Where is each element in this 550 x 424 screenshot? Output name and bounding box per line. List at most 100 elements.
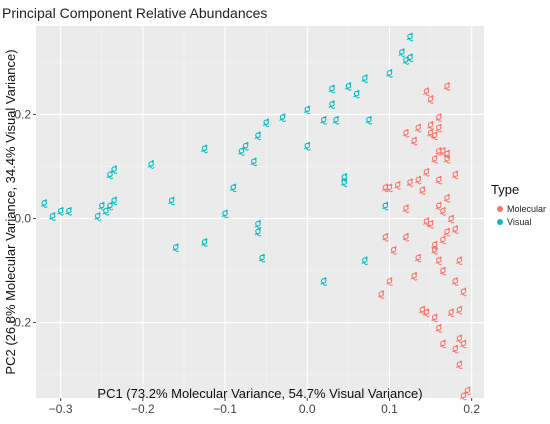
- point-visual: [147, 160, 155, 169]
- point-visual: [320, 277, 328, 286]
- point-molecular: [423, 308, 430, 318]
- x-axis-label: PC1 (73.2% Molecular Variance, 54.7% Vis…: [97, 386, 422, 401]
- point-molecular: [427, 128, 434, 138]
- point-visual: [328, 100, 336, 110]
- point-molecular: [431, 154, 439, 164]
- point-visual: [361, 74, 369, 84]
- legend-label-molecular: Molecular: [507, 204, 546, 214]
- grid: [36, 26, 484, 398]
- point-visual: [57, 206, 65, 216]
- point-molecular: [406, 178, 414, 188]
- point-visual: [344, 82, 352, 91]
- y-axis-label: PC2 (26.8% Molecular Variance, 34.4% Vis…: [3, 49, 18, 374]
- point-molecular: [414, 123, 422, 133]
- point-visual: [353, 89, 360, 99]
- point-visual: [254, 131, 262, 141]
- point-molecular: [386, 277, 393, 286]
- point-visual: [361, 256, 369, 266]
- y-axis-ticks: −0.2 0.0 0.2: [7, 107, 36, 330]
- point-visual: [332, 115, 340, 125]
- point-molecular: [414, 253, 422, 263]
- point-molecular: [427, 220, 434, 229]
- point-molecular: [394, 180, 402, 190]
- point-visual: [229, 183, 237, 193]
- y-tick-label: −0.2: [7, 316, 31, 330]
- point-molecular: [439, 206, 447, 216]
- point-visual: [221, 209, 229, 219]
- point-molecular: [435, 175, 443, 185]
- x-tick-label: 0.1: [381, 402, 398, 416]
- point-molecular: [451, 277, 459, 286]
- chart-title: Principal Component Relative Abundances: [2, 5, 267, 21]
- point-molecular: [455, 256, 463, 266]
- point-visual: [258, 253, 266, 263]
- point-visual: [365, 115, 373, 125]
- point-molecular: [460, 339, 467, 349]
- point-molecular: [431, 313, 439, 323]
- point-visual: [254, 227, 262, 237]
- point-molecular: [460, 287, 467, 297]
- point-visual: [328, 84, 336, 94]
- x-tick-label: −0.2: [131, 402, 155, 416]
- x-tick-label: 0.0: [299, 402, 316, 416]
- y-tick-label: 0.2: [14, 107, 31, 121]
- point-visual: [406, 32, 414, 42]
- point-molecular: [427, 95, 434, 104]
- point-molecular: [447, 214, 455, 224]
- point-visual: [279, 113, 287, 123]
- point-molecular: [410, 136, 418, 146]
- point-visual: [238, 147, 245, 156]
- point-visual: [94, 212, 102, 221]
- point-molecular: [402, 204, 410, 214]
- point-visual: [40, 199, 48, 208]
- point-visual: [402, 56, 410, 65]
- point-molecular: [435, 123, 443, 133]
- point-molecular: [443, 227, 451, 237]
- point-molecular: [451, 344, 459, 354]
- point-molecular: [460, 391, 467, 401]
- point-visual: [201, 238, 208, 247]
- point-molecular: [435, 113, 443, 123]
- point-molecular: [410, 272, 418, 281]
- point-molecular: [402, 233, 410, 242]
- point-molecular: [377, 290, 385, 299]
- point-molecular: [418, 186, 426, 195]
- point-visual: [65, 206, 73, 216]
- legend-title: Type: [491, 182, 519, 197]
- x-tick-label: −0.1: [213, 402, 237, 416]
- x-tick-label: −0.3: [49, 402, 73, 416]
- point-molecular: [443, 193, 451, 203]
- point-molecular: [451, 170, 459, 180]
- point-molecular: [443, 82, 451, 91]
- point-visual: [398, 48, 406, 58]
- point-molecular: [435, 324, 443, 333]
- point-visual: [106, 170, 114, 180]
- point-molecular: [381, 233, 389, 242]
- point-molecular: [423, 167, 430, 177]
- point-molecular: [443, 154, 451, 164]
- plot-panel: [36, 26, 484, 398]
- point-molecular: [423, 87, 430, 97]
- point-molecular: [414, 175, 422, 185]
- point-visual: [49, 212, 56, 221]
- point-molecular: [455, 360, 463, 370]
- point-visual: [303, 141, 311, 151]
- point-visual: [340, 178, 348, 188]
- point-visual: [320, 115, 328, 125]
- x-axis-ticks: −0.3 −0.2 −0.1 0.0 0.1 0.2: [49, 398, 480, 416]
- point-visual: [386, 69, 393, 78]
- data-points: [40, 32, 471, 401]
- legend-label-visual: Visual: [507, 217, 531, 227]
- point-molecular: [439, 339, 447, 349]
- legend: Type Molecular Visual: [491, 182, 546, 227]
- point-molecular: [435, 256, 443, 266]
- point-molecular: [431, 246, 439, 255]
- point-visual: [250, 157, 258, 167]
- point-molecular: [381, 183, 389, 193]
- x-tick-label: 0.2: [463, 402, 480, 416]
- legend-key-visual: [497, 219, 503, 225]
- point-molecular: [402, 128, 410, 138]
- point-visual: [303, 105, 311, 115]
- point-molecular: [451, 225, 459, 234]
- point-visual: [254, 220, 262, 229]
